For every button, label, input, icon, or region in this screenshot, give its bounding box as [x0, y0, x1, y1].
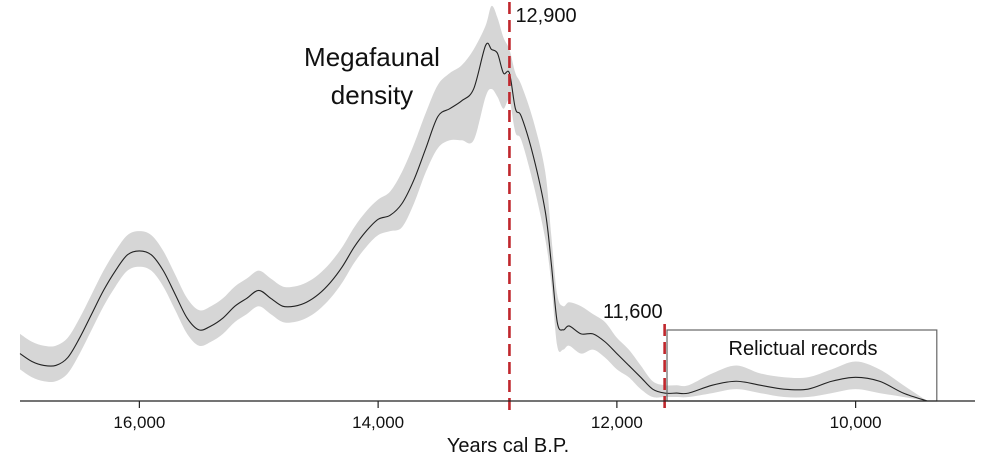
reference-lines: 12,900 11,600 [508, 2, 666, 411]
confidence-band [20, 5, 928, 402]
x-axis-ticks: 16,000 14,000 12,000 10,000 [113, 401, 882, 432]
density-curve [19, 42, 928, 402]
x-tick-label: 14,000 [352, 413, 404, 432]
relictual-records-label: Relictual records [729, 338, 878, 360]
density-label-line2: density [331, 80, 413, 110]
density-label-line1: Megafaunal [304, 42, 440, 72]
x-tick-label: 12,000 [591, 413, 643, 432]
x-tick-label: 16,000 [113, 413, 165, 432]
plot-area [19, 5, 928, 402]
vline-label-12900: 12,900 [515, 5, 576, 27]
x-tick-label: 10,000 [830, 413, 882, 432]
vline-label-11600: 11,600 [603, 301, 663, 323]
x-axis-title: Years cal B.P. [447, 435, 569, 457]
